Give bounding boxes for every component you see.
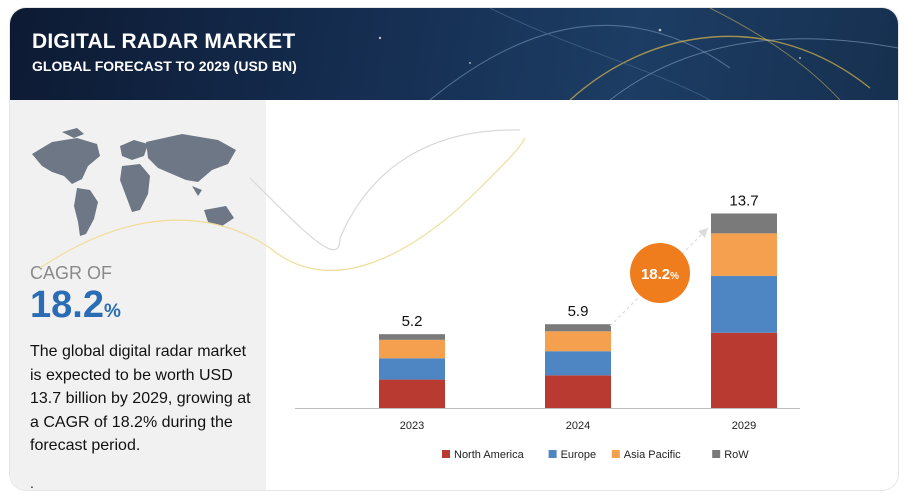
infographic-card: DIGITAL RADAR MARKET GLOBAL FORECAST TO … — [10, 8, 898, 490]
footnote-dot: . — [30, 475, 34, 490]
cagr-label: CAGR OF — [30, 263, 113, 283]
x-tick-label: 2024 — [566, 420, 590, 432]
bar-total-label: 13.7 — [729, 192, 758, 209]
bar-segment — [545, 331, 611, 352]
bar-total-label: 5.2 — [402, 313, 423, 330]
bar-segment — [545, 324, 611, 332]
header-banner: DIGITAL RADAR MARKET GLOBAL FORECAST TO … — [10, 8, 898, 100]
summary-panel: CAGR OF 18.2% The global digital radar m… — [10, 100, 266, 490]
legend-swatch — [611, 450, 620, 458]
cagr-badge-label: 18.2% — [641, 266, 679, 283]
cagr-number: 18.2 — [30, 284, 104, 326]
x-tick-label: 2029 — [732, 420, 756, 432]
growth-arrow-head — [698, 228, 708, 238]
legend-swatch — [712, 450, 721, 458]
x-tick-label: 2023 — [400, 420, 424, 432]
legend-label: Europe — [561, 449, 596, 461]
bar-segment — [711, 233, 777, 276]
page-subtitle: GLOBAL FORECAST TO 2029 (USD BN) — [32, 58, 297, 74]
decorative-curve — [39, 137, 526, 271]
legend-swatch — [442, 450, 450, 458]
legend-label: Asia Pacific — [624, 449, 681, 461]
bar-segment — [379, 339, 445, 359]
legend-label: North America — [454, 449, 525, 461]
cagr-unit: % — [103, 301, 121, 322]
bar-total-label: 5.9 — [568, 303, 589, 320]
header-light-streaks — [378, 8, 898, 100]
bar-segment — [545, 375, 611, 408]
growth-arrow — [609, 227, 709, 327]
bar-segment — [711, 275, 777, 333]
decorative-curve — [249, 129, 521, 251]
bar-segment — [379, 379, 445, 408]
bar-segment — [379, 358, 445, 380]
cagr-value: 18.2% — [30, 286, 121, 331]
legend-swatch — [548, 450, 557, 458]
cagr-badge — [630, 243, 690, 303]
page-title: DIGITAL RADAR MARKET — [32, 30, 296, 53]
bar-segment — [545, 351, 611, 376]
market-description: The global digital radar market is expec… — [30, 343, 251, 454]
world-map-icon — [32, 128, 236, 236]
legend-label: RoW — [724, 449, 749, 461]
bar-segment — [711, 332, 777, 408]
bar-segment — [711, 213, 777, 234]
stacked-bar-chart: 5.2 2023 5.9 2024 13.7 2029 18.2% North America… — [39, 129, 800, 461]
bar-segment — [379, 334, 445, 340]
